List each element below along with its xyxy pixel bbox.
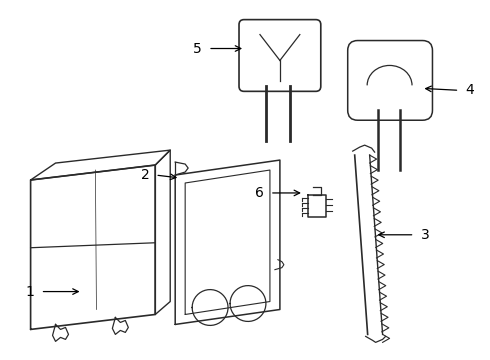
Text: 6: 6 <box>255 186 264 200</box>
Text: 4: 4 <box>466 84 474 97</box>
Text: 5: 5 <box>194 41 202 55</box>
Text: 3: 3 <box>420 228 429 242</box>
Text: 2: 2 <box>141 168 149 182</box>
Text: 1: 1 <box>25 284 35 298</box>
